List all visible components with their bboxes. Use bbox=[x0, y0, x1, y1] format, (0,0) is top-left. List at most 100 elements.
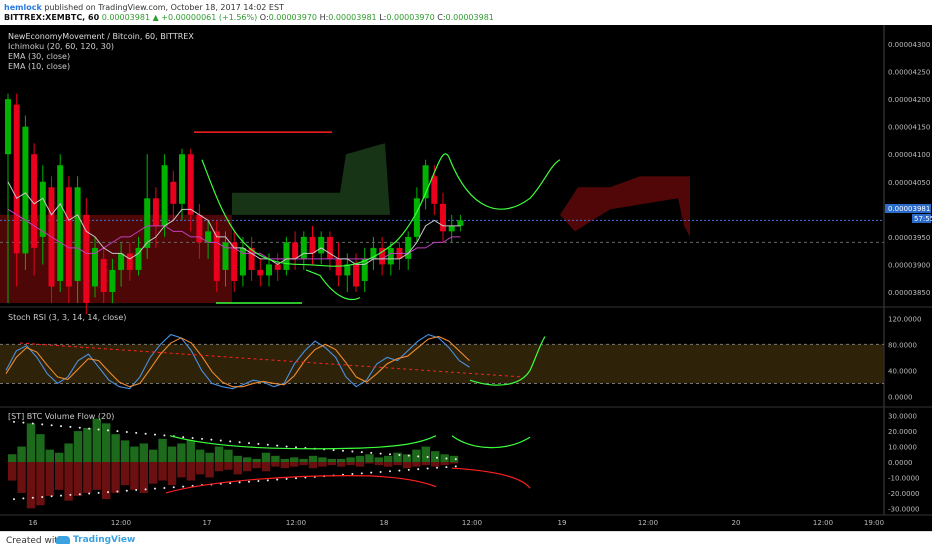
vol-dot-upper bbox=[407, 454, 410, 457]
vol-dot-lower bbox=[248, 480, 250, 483]
candle-body bbox=[83, 214, 90, 303]
vol-bar-positive bbox=[431, 451, 440, 462]
vol-bar-negative bbox=[149, 462, 158, 484]
vol-bar-positive bbox=[233, 455, 242, 462]
candle-body bbox=[448, 225, 455, 232]
vol-bar-negative bbox=[318, 462, 327, 467]
candle-body bbox=[57, 165, 64, 281]
candle-body bbox=[213, 231, 220, 281]
close-value: 0.00003981 bbox=[445, 13, 494, 22]
candle-body bbox=[326, 236, 333, 259]
candle-body bbox=[152, 198, 159, 226]
vol-bar-negative bbox=[36, 462, 45, 506]
vol-bar-negative bbox=[337, 462, 346, 467]
close-label: C: bbox=[437, 13, 446, 22]
vol-bar-positive bbox=[92, 418, 101, 462]
vol-dot-lower bbox=[31, 496, 34, 499]
vol-bar-negative bbox=[431, 462, 440, 467]
vol-bar-negative bbox=[120, 462, 130, 486]
vol-bar-negative bbox=[374, 462, 383, 466]
vol-dot-upper bbox=[125, 431, 128, 434]
vol-dot-lower bbox=[172, 486, 175, 489]
countdown-badge-text: 57:55 bbox=[914, 215, 932, 223]
vol-dot-lower bbox=[154, 487, 156, 490]
last-price: 0.00003981 bbox=[101, 13, 151, 22]
vol-dot-upper bbox=[107, 429, 109, 432]
chart-canvas[interactable]: 120.0000 80.0000 40.0000 0.0000 30.0000 20.0… bbox=[0, 25, 932, 531]
vol-dot-upper bbox=[370, 451, 373, 454]
candle-body bbox=[440, 203, 446, 232]
price-tick-label: 0.00004200 bbox=[888, 96, 930, 104]
vol-dot-upper bbox=[295, 446, 297, 449]
time-tick-label: 12:00 bbox=[813, 519, 833, 527]
vol-dot-upper bbox=[13, 420, 15, 423]
vol-dot-lower bbox=[88, 492, 91, 495]
open-label: O: bbox=[259, 13, 269, 22]
vol-bar-positive bbox=[149, 449, 158, 462]
vol-dot-lower bbox=[436, 466, 438, 469]
stoch-tick-label: 0.0000 bbox=[888, 393, 913, 401]
published-text: published on TradingView.com, October 18… bbox=[44, 3, 284, 12]
vol-dot-lower bbox=[182, 485, 185, 488]
vol-bar-negative bbox=[139, 462, 148, 493]
vol-dot-lower bbox=[379, 470, 382, 473]
vol-bar-negative bbox=[186, 462, 195, 481]
vol-dot-lower bbox=[360, 472, 363, 475]
vol-tick-label: 10.0000 bbox=[888, 444, 917, 452]
vol-dot-lower bbox=[266, 479, 269, 482]
vol-dot-upper bbox=[360, 451, 363, 454]
high-value: 0.00003981 bbox=[328, 13, 377, 22]
legend-ema10[interactable]: EMA (10, close) bbox=[8, 62, 70, 71]
vol-dot-upper bbox=[332, 449, 335, 452]
vol-bar-positive bbox=[393, 452, 402, 462]
candle-body bbox=[361, 258, 368, 281]
candle-body bbox=[187, 154, 194, 215]
candle-body bbox=[405, 236, 412, 259]
legend-title: NewEconomyMovement / Bitcoin, 60, BITTRE… bbox=[8, 32, 194, 41]
vol-dot-lower bbox=[454, 465, 457, 468]
stoch-title[interactable]: Stoch RSI (3, 3, 14, 14, close) bbox=[8, 313, 126, 322]
candle-body bbox=[231, 242, 238, 281]
stoch-tick-label: 40.0000 bbox=[888, 367, 917, 375]
vol-title[interactable]: [ST] BTC Volume Flow (20) bbox=[8, 412, 114, 421]
vol-dot-lower bbox=[135, 489, 138, 492]
candle-body bbox=[135, 247, 142, 270]
candle-body bbox=[100, 258, 107, 292]
stoch-band bbox=[0, 344, 884, 384]
vol-dot-lower bbox=[370, 471, 373, 474]
vol-dot-upper bbox=[116, 430, 119, 433]
vol-dot-lower bbox=[445, 466, 448, 469]
tradingview-logo[interactable]: TradingView bbox=[56, 535, 135, 545]
vol-dot-upper bbox=[229, 440, 232, 443]
vol-bar-positive bbox=[412, 449, 421, 462]
candle-body bbox=[39, 181, 46, 237]
main-chart-layer bbox=[0, 93, 884, 315]
vol-red-projection bbox=[451, 467, 531, 489]
candle-body bbox=[318, 236, 325, 254]
vol-dot-upper bbox=[135, 431, 138, 434]
footer-bar: Created with TradingView bbox=[0, 531, 932, 551]
vol-dot-lower bbox=[238, 481, 241, 484]
vol-bar-positive bbox=[158, 438, 167, 462]
time-tick-label: 12:00 bbox=[111, 519, 131, 527]
vol-dot-lower bbox=[78, 493, 81, 496]
legend-ema30[interactable]: EMA (30, close) bbox=[8, 52, 70, 61]
vol-bar-positive bbox=[384, 455, 393, 462]
last-price-badge-text: 0.00003981 bbox=[888, 205, 930, 213]
candle-body bbox=[387, 247, 394, 265]
vol-bar-negative bbox=[55, 462, 64, 490]
vol-bar-positive bbox=[186, 440, 195, 462]
vol-dot-lower bbox=[22, 497, 25, 500]
candle-body bbox=[370, 247, 377, 259]
vol-dot-upper bbox=[154, 433, 156, 436]
vol-dot-upper bbox=[398, 453, 401, 456]
candle-body bbox=[170, 181, 177, 204]
vol-dot-upper bbox=[163, 434, 166, 437]
author-link[interactable]: hemlock bbox=[4, 3, 42, 12]
vol-bar-positive bbox=[327, 458, 336, 462]
vol-dot-lower bbox=[60, 494, 62, 497]
vol-dot-lower bbox=[116, 490, 119, 493]
legend-ichimoku[interactable]: Ichimoku (20, 60, 120, 30) bbox=[8, 42, 114, 51]
vol-bar-negative bbox=[393, 462, 402, 466]
symbol-label: BITTREX:XEMBTC, 60 bbox=[4, 13, 100, 22]
